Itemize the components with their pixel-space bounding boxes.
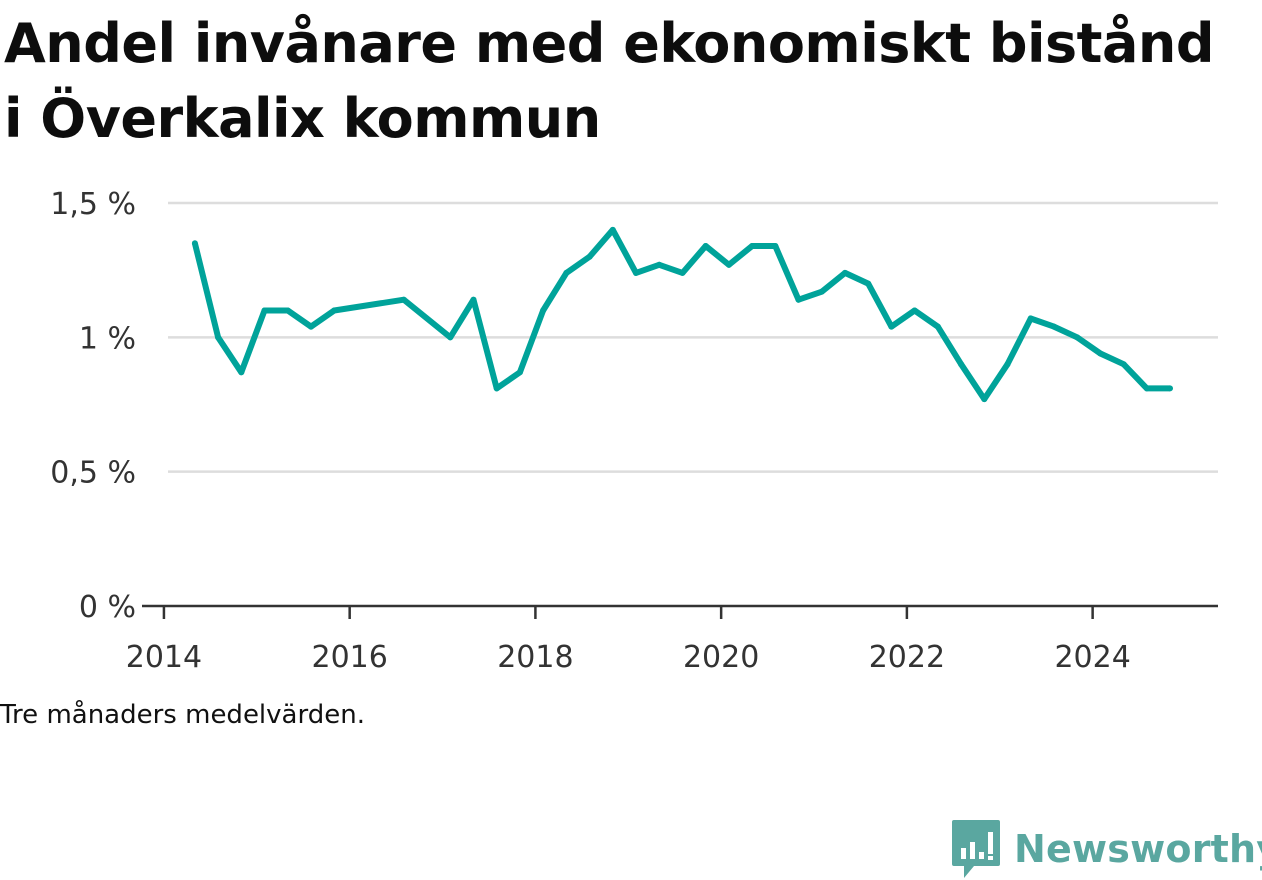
data-point	[238, 369, 245, 376]
data-point	[1097, 350, 1104, 357]
x-tick-label: 2016	[311, 640, 387, 675]
y-tick-label: 1 %	[79, 321, 136, 356]
data-point	[1004, 361, 1011, 368]
data-point	[1143, 385, 1150, 392]
chart-note: Tre månaders medelvärden.	[0, 700, 365, 730]
data-point	[1167, 385, 1174, 392]
y-tick-label: 1,5 %	[50, 187, 136, 222]
x-tick-label: 2018	[497, 640, 573, 675]
data-point	[1050, 323, 1057, 330]
data-point	[656, 261, 663, 268]
line-chart: 0 % 0,5 % 1 % 1,5 % 2014 2016 2018 2020 2022 202…	[50, 187, 1218, 675]
brand-name: Newsworthy	[1014, 827, 1262, 871]
data-point	[633, 269, 640, 276]
data-point	[563, 269, 570, 276]
data-point	[516, 369, 523, 376]
data-point	[191, 240, 198, 247]
newsworthy-logo: Newsworthy	[950, 818, 1262, 880]
data-point	[331, 307, 338, 314]
data-point	[609, 226, 616, 233]
data-point	[981, 396, 988, 403]
data-point	[911, 307, 918, 314]
grid-lines	[168, 201, 1218, 473]
data-point	[749, 242, 756, 249]
data-point	[841, 269, 848, 276]
data-point	[865, 280, 872, 287]
series-lines	[191, 226, 1174, 403]
data-point	[400, 296, 407, 303]
x-tick-label: 2014	[126, 640, 202, 675]
y-tick-label: 0,5 %	[50, 456, 136, 491]
x-tick-label: 2022	[869, 640, 945, 675]
data-point	[284, 307, 291, 314]
data-point	[447, 334, 454, 341]
series-line	[191, 226, 1170, 403]
data-point	[934, 323, 941, 330]
data-point	[1120, 361, 1127, 368]
data-point	[1074, 334, 1081, 341]
data-point	[586, 253, 593, 260]
data-point	[1027, 315, 1034, 322]
data-point	[725, 261, 732, 268]
data-point	[493, 385, 500, 392]
newsworthy-logo-icon	[952, 820, 1000, 878]
data-point	[261, 307, 268, 314]
chart-title: Andel invånare med ekonomiskt bistånd i …	[4, 12, 1215, 150]
data-point	[772, 242, 779, 249]
y-tick-label: 0 %	[79, 590, 136, 625]
data-point	[679, 269, 686, 276]
x-tick-label: 2020	[683, 640, 759, 675]
data-point	[888, 323, 895, 330]
data-point	[818, 288, 825, 295]
y-tick-labels: 0 % 0,5 % 1 % 1,5 %	[50, 187, 136, 625]
data-point	[702, 242, 709, 249]
data-point	[958, 361, 965, 368]
data-point	[307, 323, 314, 330]
x-tick-label: 2024	[1054, 640, 1130, 675]
x-axis: 2014 2016 2018 2020 2022 2024	[126, 604, 1218, 675]
data-point	[215, 334, 222, 341]
data-point	[795, 296, 802, 303]
data-point	[540, 307, 547, 314]
data-point	[470, 296, 477, 303]
